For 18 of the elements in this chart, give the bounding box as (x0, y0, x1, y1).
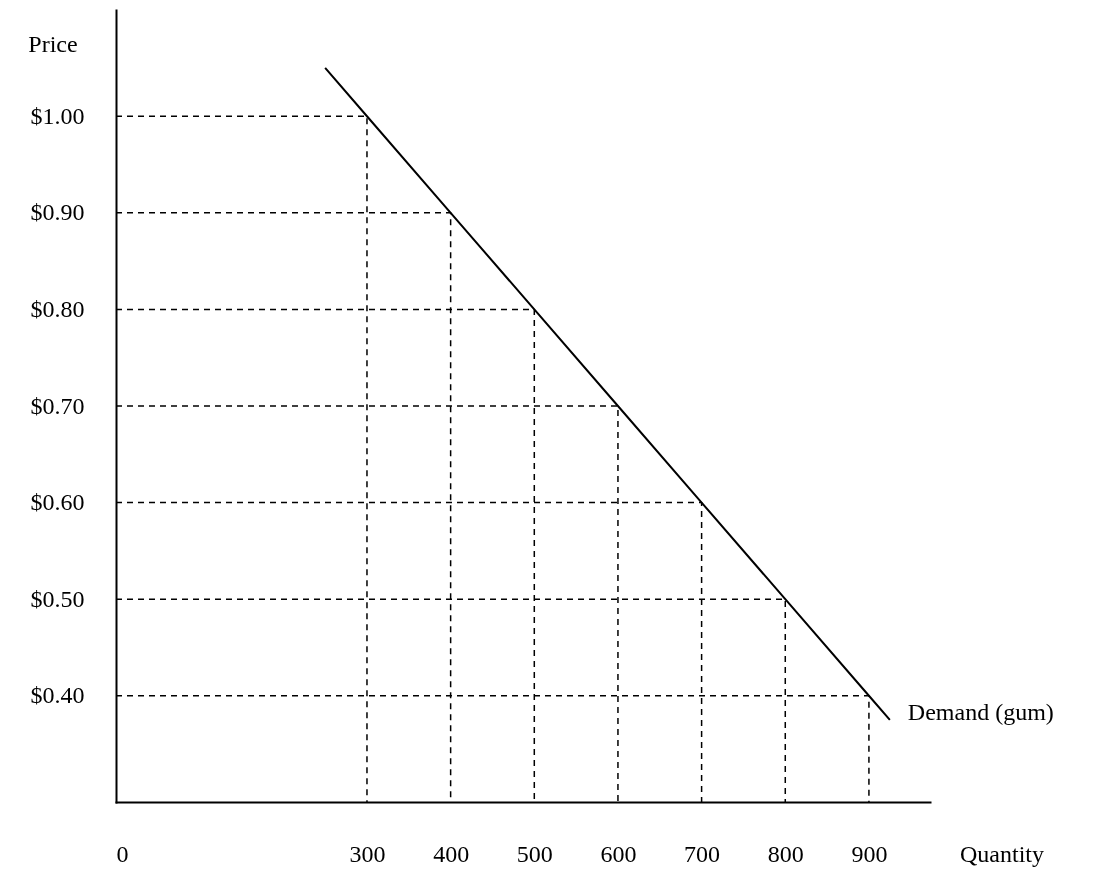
y-tick-label: $0.60 (30, 489, 85, 516)
x-tick-label: 0 (116, 840, 129, 867)
x-axis-title: Quantity (960, 841, 1044, 867)
y-tick-label: $0.40 (30, 682, 85, 709)
x-tick-label: 900 (851, 840, 888, 867)
x-tick-label: 700 (684, 840, 721, 867)
series-label: Demand (gum) (907, 698, 1054, 725)
y-tick-label: $0.70 (30, 392, 85, 419)
x-tick-label: 500 (516, 840, 553, 867)
y-tick-label: $0.80 (30, 295, 85, 322)
y-axis-title: Price (28, 31, 78, 57)
y-tick-label: $1.00 (30, 102, 85, 129)
x-tick-label: 800 (767, 840, 804, 867)
x-tick-label: 300 (349, 840, 386, 867)
x-tick-label: 600 (600, 840, 637, 867)
x-tick-label: 400 (433, 840, 470, 867)
y-tick-label: $0.90 (30, 199, 85, 226)
y-tick-label: $0.50 (30, 585, 85, 612)
